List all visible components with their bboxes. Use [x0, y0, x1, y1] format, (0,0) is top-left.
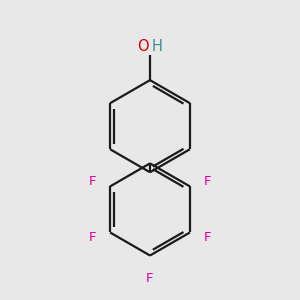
Text: F: F [89, 175, 96, 188]
Text: F: F [89, 231, 96, 244]
Text: F: F [146, 272, 154, 285]
Text: H: H [152, 39, 162, 54]
Text: O: O [137, 39, 148, 54]
Text: F: F [204, 175, 211, 188]
Text: F: F [204, 231, 211, 244]
